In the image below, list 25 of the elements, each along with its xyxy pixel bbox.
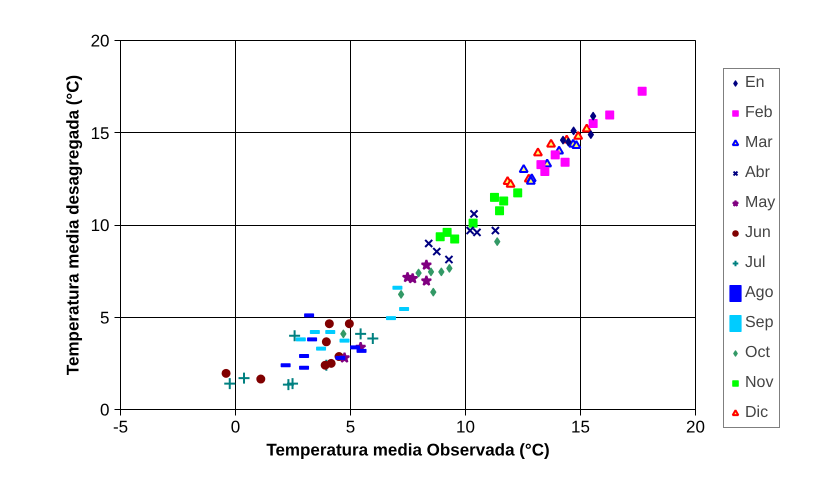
legend-label: Abr (745, 164, 770, 182)
legend-label: Mar (745, 134, 773, 152)
y-tick-label: 20 (90, 32, 110, 50)
legend-label: Dic (745, 404, 768, 422)
x-tick-label: -5 (112, 418, 128, 436)
legend-label: Jun (745, 224, 771, 242)
legend-label: Jul (745, 254, 766, 272)
y-tick-label: 15 (90, 124, 110, 143)
legend-label: Oct (745, 344, 770, 362)
legend-label: Ago (745, 284, 774, 302)
y-axis-title: Temperatura media desagregada (°C) (64, 74, 83, 376)
x-tick-label: 15 (571, 418, 590, 436)
x-tick-label: 5 (346, 418, 356, 436)
y-tick-label: 5 (100, 308, 110, 328)
x-tick-label: 20 (686, 418, 705, 436)
legend-label: En (745, 74, 765, 92)
x-tick-label: 10 (456, 418, 475, 436)
legend-label: Nov (745, 374, 774, 392)
legend-label: Sep (745, 314, 774, 332)
y-tick-label: 10 (90, 216, 110, 235)
y-tick-label: 0 (100, 400, 110, 420)
x-tick-label: 0 (230, 418, 240, 436)
x-axis-title: Temperatura media Observada (°C) (266, 440, 550, 460)
legend-label: Feb (745, 104, 773, 122)
legend-label: May (745, 194, 776, 212)
